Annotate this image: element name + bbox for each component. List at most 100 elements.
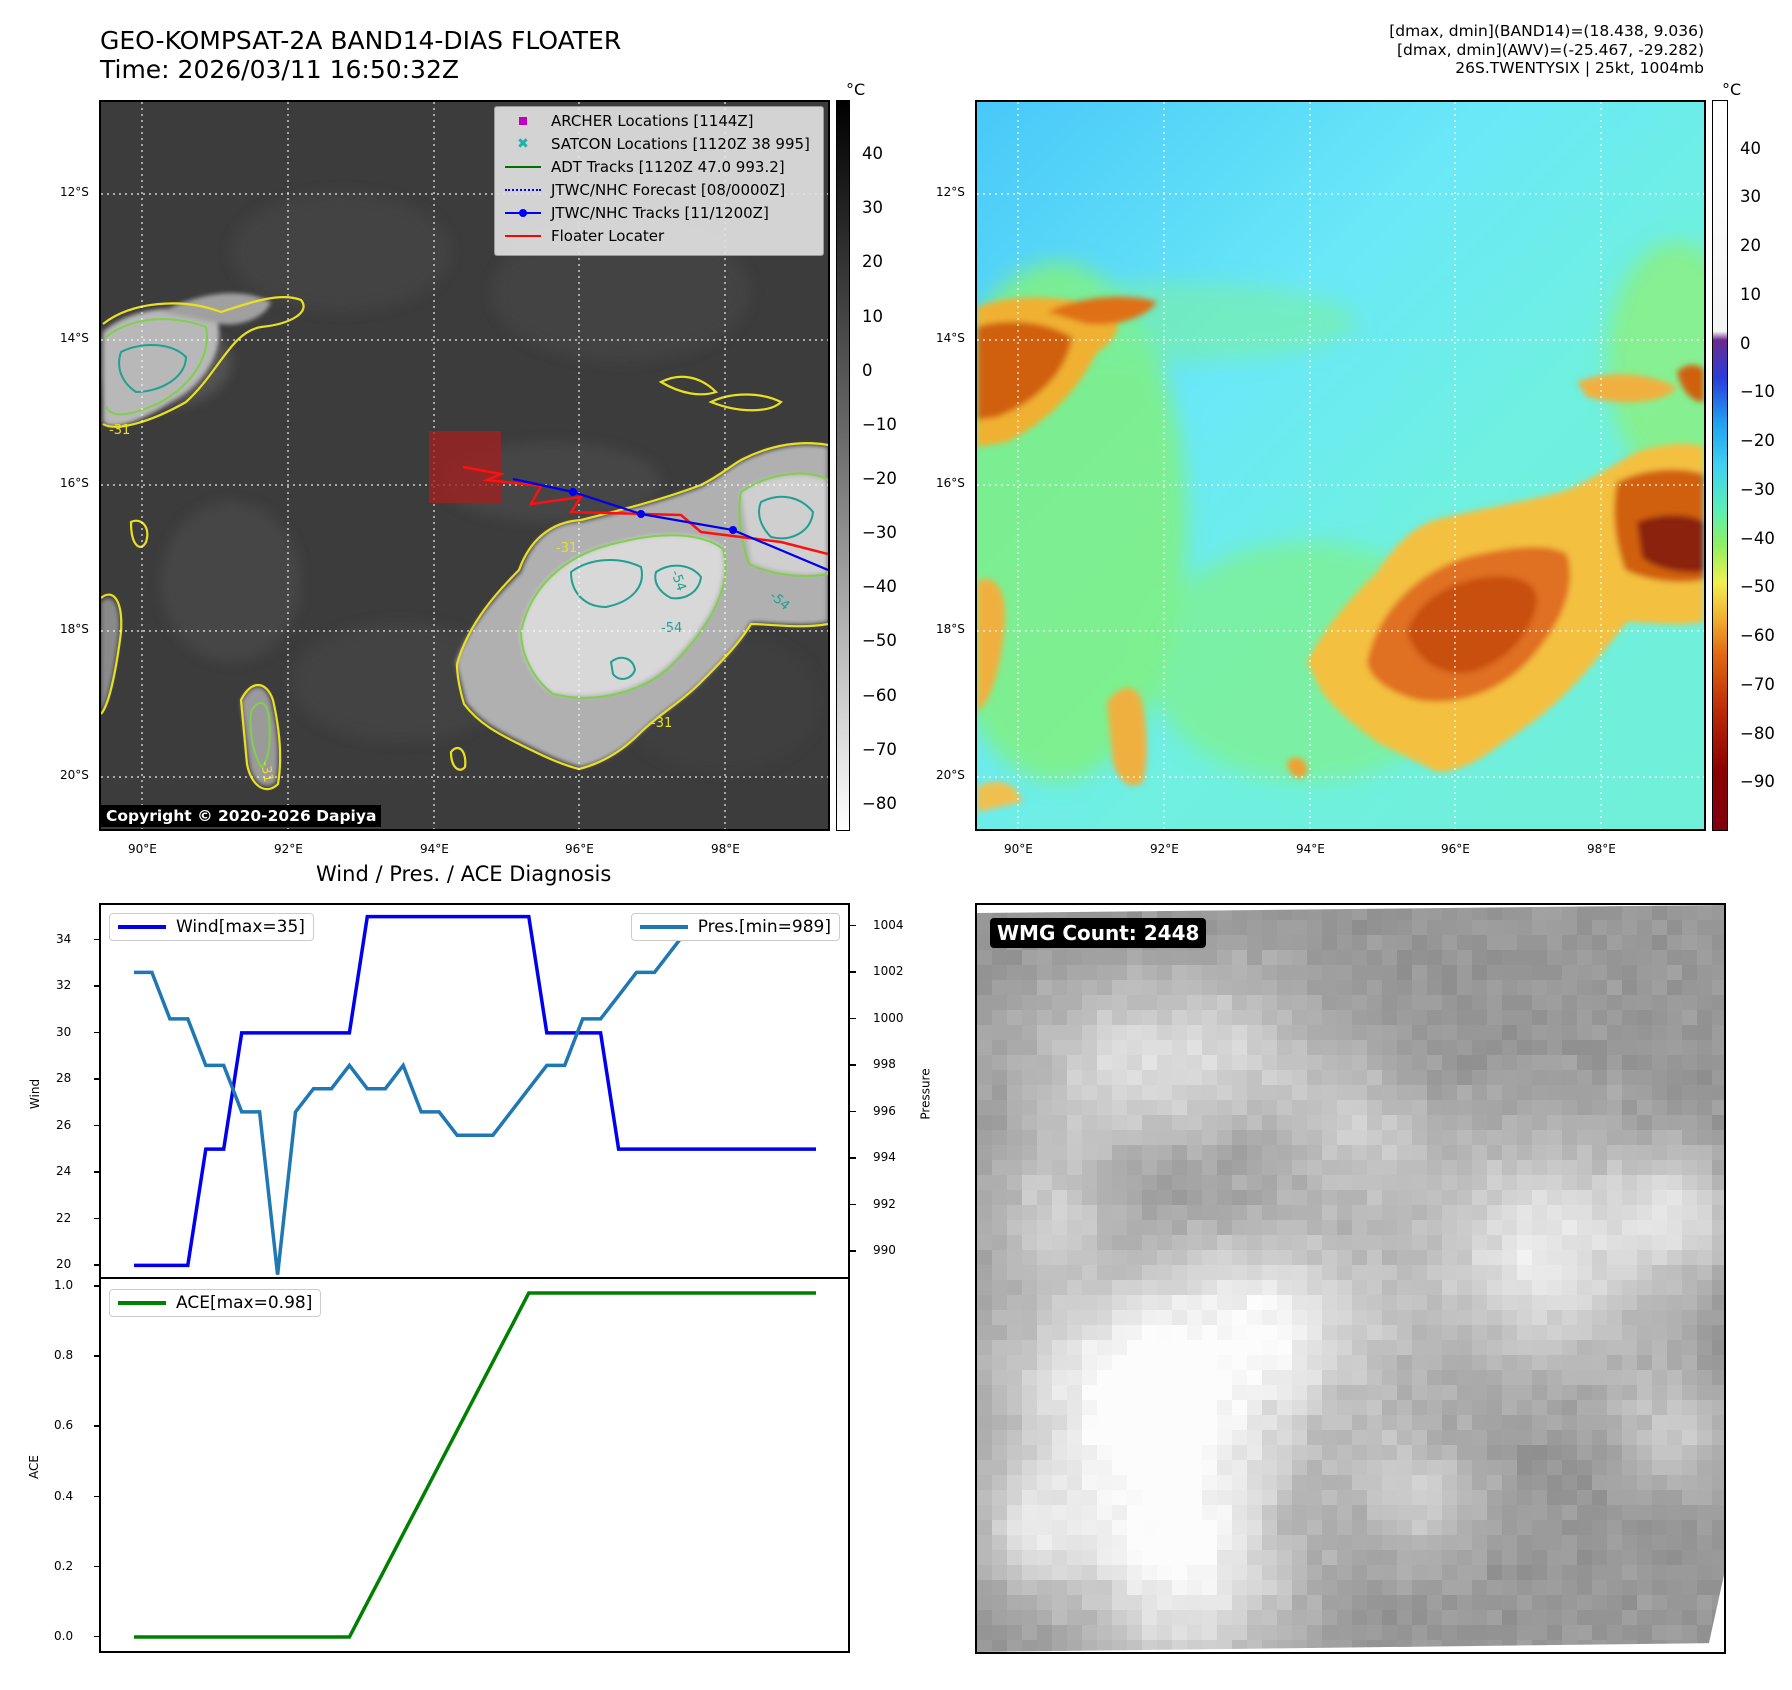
pressure-tick: 1000 — [873, 1010, 904, 1025]
info-band14-range: [dmax, dmin](BAND14)=(18.438, 9.036) — [1389, 22, 1704, 40]
colorbar-tick: 20 — [862, 252, 883, 272]
wind-series-line — [134, 914, 816, 1268]
color-colorbar — [1712, 100, 1728, 831]
tick-mark — [94, 985, 100, 987]
ace-svg — [134, 1291, 816, 1639]
colorbar-tick: 0 — [862, 360, 873, 380]
wind-axis-label: Wind — [28, 1078, 43, 1110]
wmg-image — [977, 905, 1724, 1652]
diagnosis-title: Wind / Pres. / ACE Diagnosis — [316, 862, 612, 886]
lat-tick: 16°S — [60, 476, 89, 490]
colorbar-tick: −10 — [1740, 382, 1775, 402]
info-awv-range: [dmax, dmin](AWV)=(-25.467, -29.282) — [1397, 40, 1704, 59]
title-line-satellite: GEO-KOMPSAT-2A BAND14-DIAS FLOATER — [100, 26, 622, 55]
lat-tick: 12°S — [60, 185, 89, 199]
lat-tick: 20°S — [936, 768, 965, 782]
legend-floater: Floater Locater — [503, 226, 664, 246]
pressure-series-line — [134, 924, 816, 1275]
colorbar-tick: 40 — [1740, 138, 1761, 158]
figure-title: GEO-KOMPSAT-2A BAND14-DIAS FLOATER Time:… — [100, 26, 621, 84]
lon-tick: 96°E — [1441, 842, 1470, 856]
lon-tick: 96°E — [565, 842, 594, 856]
contour-label: -31 — [257, 760, 275, 784]
floater-line-icon — [505, 235, 541, 237]
wind-legend: Wind[max=35] — [109, 913, 314, 941]
colorbar-tick: 10 — [1740, 284, 1761, 304]
lat-tick: 18°S — [60, 622, 89, 636]
legend-jtwc-tracks: JTWC/NHC Tracks [11/1200Z] — [503, 203, 769, 223]
legend-archer: ARCHER Locations [1144Z] — [503, 111, 754, 131]
pressure-tick: 1004 — [873, 917, 904, 932]
tick-mark — [94, 1124, 100, 1127]
tick-mark — [850, 1203, 856, 1206]
contour-label: -31 — [651, 716, 672, 731]
colorbar-tick: −50 — [1740, 577, 1775, 597]
ace-tick: 1.0 — [54, 1278, 74, 1293]
pressure-tick: 994 — [873, 1150, 896, 1165]
pressure-axis-label: Pressure — [918, 1068, 933, 1120]
pressure-tick: 998 — [873, 1057, 896, 1072]
wmg-edge — [977, 905, 1724, 913]
wind-line-icon — [118, 925, 166, 929]
lon-tick: 94°E — [1296, 842, 1325, 856]
tick-mark — [850, 971, 856, 973]
colorbar-tick: −20 — [1740, 431, 1775, 451]
colorbar-tick: 10 — [862, 306, 883, 326]
tick-mark — [94, 1217, 100, 1220]
colorbar-tick: −40 — [1740, 528, 1775, 548]
pressure-tick: 1002 — [873, 964, 904, 979]
lon-tick: 90°E — [128, 842, 157, 856]
gray-colorbar-unit: °C — [846, 80, 866, 99]
storm-info: [dmax, dmin](BAND14)=(18.438, 9.036) [dm… — [1389, 22, 1704, 78]
ace-tick: 0.4 — [54, 1488, 74, 1503]
ace-tick: 0.6 — [54, 1418, 74, 1433]
lat-tick: 20°S — [60, 768, 89, 782]
colorbar-tick: −30 — [1740, 479, 1775, 499]
archer-marker-icon — [519, 117, 527, 125]
satcon-x-icon: ✖ — [517, 136, 529, 152]
title-line-time: Time: 2026/03/11 16:50:32Z — [100, 55, 459, 84]
colorbar-tick: 20 — [1740, 236, 1761, 256]
contour-label: -54 — [661, 621, 682, 636]
colorbar-tick: 30 — [862, 198, 883, 218]
contour-label: -31 — [556, 541, 577, 556]
tick-mark — [94, 1635, 100, 1638]
colorbar-tick: −80 — [862, 793, 897, 813]
colorbar-tick: 30 — [1740, 187, 1761, 207]
map-legend: ARCHER Locations [1144Z] ✖ SATCON Locati… — [494, 106, 824, 256]
colorbar-tick: −70 — [1740, 674, 1775, 694]
colorbar-tick: −20 — [862, 469, 897, 489]
contour-label: -31 — [109, 423, 130, 438]
pressure-tick: 996 — [873, 1103, 896, 1118]
colorbar-tick: −30 — [862, 523, 897, 543]
ace-plot: ACE[max=0.98] — [99, 1277, 850, 1653]
colorbar-tick: −60 — [1740, 626, 1775, 646]
color-map-panel — [975, 100, 1706, 831]
tick-mark — [850, 1110, 856, 1113]
colorbar-tick: −10 — [862, 414, 897, 434]
wind-tick: 24 — [56, 1164, 72, 1179]
pressure-tick: 992 — [873, 1196, 896, 1211]
tick-mark — [850, 1157, 856, 1159]
lon-tick: 90°E — [1004, 842, 1033, 856]
tick-mark — [850, 1064, 856, 1066]
tick-mark — [94, 1264, 100, 1266]
tick-mark — [94, 938, 100, 941]
wind-tick: 20 — [56, 1257, 72, 1272]
legend-jtwc-forecast: JTWC/NHC Forecast [08/0000Z] — [503, 180, 785, 200]
wind-tick: 22 — [56, 1210, 72, 1225]
lon-tick: 94°E — [420, 842, 449, 856]
tick-mark — [94, 1425, 100, 1427]
colorbar-tick: −90 — [1740, 772, 1775, 792]
ace-legend: ACE[max=0.98] — [109, 1289, 322, 1317]
lat-tick: 18°S — [936, 622, 965, 636]
lat-tick: 14°S — [60, 331, 89, 345]
pressure-legend: Pres.[min=989] — [630, 913, 840, 941]
wmg-count-badge: WMG Count: 2448 — [990, 918, 1207, 948]
wind-pressure-svg — [134, 914, 816, 1275]
colorbar-tick: 0 — [1740, 333, 1751, 353]
lat-tick: 16°S — [936, 476, 965, 490]
ace-series-line — [134, 1291, 816, 1639]
lat-tick: 14°S — [936, 331, 965, 345]
tick-mark — [94, 1495, 100, 1498]
